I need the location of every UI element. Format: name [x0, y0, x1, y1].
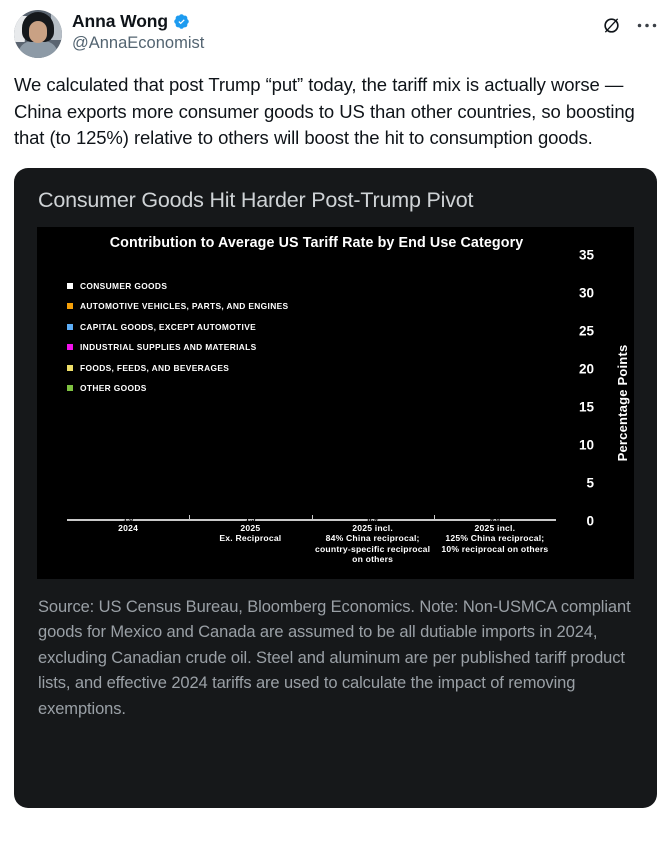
verified-badge-icon [174, 14, 189, 29]
x-axis-category-line: Ex. Reciprocal [219, 533, 282, 543]
y-axis-labels: 0 5 10 15 20 25 30 35 [560, 247, 594, 528]
bar-value-label: 1.5 [245, 514, 256, 524]
x-axis-category-line: 10% reciprocal on others [441, 543, 549, 554]
card-headline: Consumer Goods Hit Harder Post-Trump Piv… [38, 187, 474, 212]
legend-item: OTHER GOODS [67, 383, 288, 393]
legend-swatch-icon [67, 364, 73, 371]
x-axis-category-line: on others [352, 554, 394, 564]
y-axis-tick-label: 5 [586, 475, 594, 490]
tweet-actions [602, 10, 657, 35]
x-axis-labels: 2024 2025 Ex. Reciprocal 2025 incl. 84% Chin… [67, 521, 556, 575]
chart-card: Consumer Goods Hit Harder Post-Trump Piv… [14, 167, 657, 808]
legend-swatch-icon [67, 323, 73, 330]
x-axis-category-line: 2025 incl. [352, 522, 393, 533]
legend-swatch-icon [67, 385, 73, 391]
y-axis-tick-label: 10 [578, 437, 594, 452]
legend-item: CONSUMER GOODS [67, 281, 288, 291]
legend-item: INDUSTRIAL SUPPLIES AND MATERIALS [67, 342, 288, 352]
legend-item: FOODS, FEEDS, AND BEVERAGES [67, 363, 288, 373]
chart-title: Contribution to Average US Tariff Rate b… [109, 234, 524, 251]
legend-item: CAPITAL GOODS, EXCEPT AUTOMOTIVE [67, 322, 288, 332]
legend-label: AUTOMOTIVE VEHICLES, PARTS, AND ENGINES [80, 301, 289, 311]
x-axis-category-line: 2024 [118, 522, 139, 533]
legend-item: AUTOMOTIVE VEHICLES, PARTS, AND ENGINES [67, 301, 288, 311]
x-axis-category-label: 2025 incl. 84% China reciprocal; country-s… [312, 521, 434, 575]
chart-legend: CONSUMER GOODS AUTOMOTIVE VEHICLES, PARTS… [67, 281, 288, 404]
y-axis-title: Percentage Points [615, 344, 630, 461]
x-axis-category-line: 125% China reciprocal; [445, 533, 545, 543]
author-handle[interactable]: @AnnaEconomist [72, 34, 205, 52]
x-axis-category-line: 2025 [240, 522, 261, 533]
legend-label: CONSUMER GOODS [80, 280, 168, 291]
tweet-header: Anna Wong @AnnaEconomist [14, 10, 657, 58]
legend-label: INDUSTRIAL SUPPLIES AND MATERIALS [80, 342, 257, 352]
y-axis-tick-label: 35 [578, 247, 594, 262]
y-axis-tick-label: 0 [586, 513, 594, 528]
legend-label: CAPITAL GOODS, EXCEPT AUTOMOTIVE [80, 321, 257, 332]
source-note: Source: US Census Bureau, Bloomberg Econ… [38, 597, 631, 718]
y-axis-tick-label: 20 [578, 361, 594, 376]
x-axis-tick [189, 514, 191, 521]
author-display-name[interactable]: Anna Wong [72, 11, 168, 31]
x-axis-category-line: 2025 incl. [474, 522, 516, 533]
y-axis-tick-label: 15 [578, 399, 594, 414]
grok-icon[interactable] [602, 16, 621, 35]
x-axis-tick [433, 514, 435, 521]
x-axis-category-label: 2024 [67, 521, 189, 575]
author-block: Anna Wong @AnnaEconomist [72, 10, 204, 54]
legend-swatch-icon [67, 303, 73, 309]
x-axis-tick [311, 514, 313, 521]
legend-swatch-icon [67, 282, 73, 289]
bar-value-label: 9.6 [489, 514, 501, 524]
tweet-container: Anna Wong @AnnaEconomist We calculated t… [0, 0, 671, 152]
bar-value-label: 8.9 [367, 514, 378, 524]
legend-label: FOODS, FEEDS, AND BEVERAGES [80, 362, 230, 373]
avatar[interactable] [14, 10, 62, 58]
more-options-icon[interactable] [637, 23, 657, 28]
x-axis-category-line: country-specific reciprocal [315, 543, 431, 554]
bar-value-label: 1.0 [123, 514, 134, 524]
x-axis-category-label: 2025 Ex. Reciprocal [189, 521, 311, 575]
x-axis-category-line: 84% China reciprocal; [325, 533, 420, 543]
y-axis-tick-label: 30 [578, 285, 594, 300]
x-axis-category-label: 2025 incl. 125% China reciprocal; 10% reci… [434, 521, 556, 575]
tweet-body-text: We calculated that post Trump “put” toda… [14, 74, 635, 148]
legend-swatch-icon [67, 344, 73, 350]
legend-label: OTHER GOODS [80, 383, 147, 393]
plot-area: 1.0 1.5 8.9 9.6 [67, 255, 556, 524]
y-axis-tick-label: 25 [578, 323, 594, 338]
chart-panel: Contribution to Average US Tariff Rate b… [37, 226, 634, 579]
